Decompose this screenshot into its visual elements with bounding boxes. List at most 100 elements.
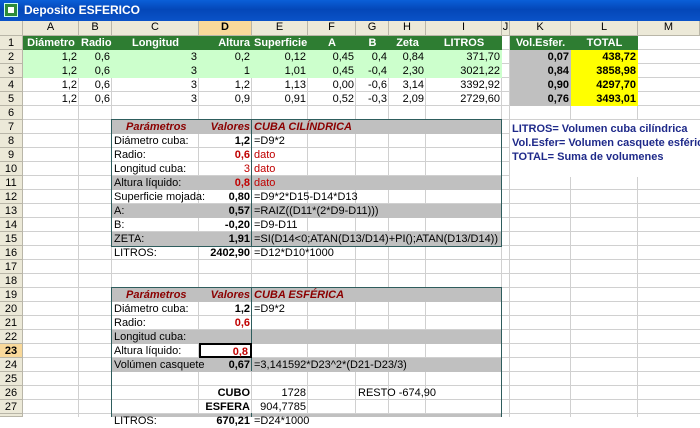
- cell-f3[interactable]: 0,45: [332, 65, 354, 77]
- cell-e2[interactable]: 0,12: [284, 51, 306, 63]
- row-header[interactable]: 6: [0, 106, 23, 120]
- row-header[interactable]: 4: [0, 78, 23, 92]
- cyl-formula[interactable]: =D9*2: [254, 135, 285, 147]
- window-titlebar[interactable]: Deposito ESFERICO: [0, 0, 700, 21]
- cyl-value[interactable]: 0,80: [228, 191, 250, 203]
- cell-l2[interactable]: 438,72: [602, 51, 636, 63]
- cell-b5[interactable]: 0,6: [94, 93, 110, 105]
- row-header[interactable]: 10: [0, 162, 23, 176]
- cell-l5[interactable]: 3493,01: [596, 93, 636, 105]
- cyl-param[interactable]: Superficie mojada:: [114, 191, 206, 203]
- resto-value[interactable]: -674,90: [398, 387, 436, 399]
- cell-c3[interactable]: 3: [190, 65, 197, 77]
- cell-i3[interactable]: 3021,22: [460, 65, 500, 77]
- row-header[interactable]: 18: [0, 274, 23, 288]
- legend-total[interactable]: TOTAL= Suma de volumenes: [512, 151, 664, 163]
- cell-h3[interactable]: 2,30: [402, 65, 424, 77]
- row-header[interactable]: 26: [0, 386, 23, 400]
- column-header-c[interactable]: C: [112, 21, 199, 36]
- cell-e4[interactable]: 1,13: [284, 79, 306, 91]
- row-header[interactable]: 3: [0, 64, 23, 78]
- cell-g5[interactable]: -0,3: [368, 93, 387, 105]
- spreadsheet-grid[interactable]: A B C D E F G H I J K L M 1 2 3 4 5 6 7 …: [0, 21, 700, 427]
- sph-param[interactable]: LITROS:: [114, 415, 157, 427]
- cell-a4[interactable]: 1,2: [61, 79, 77, 91]
- sph-param[interactable]: Longitud cuba:: [114, 331, 187, 343]
- cell-a5[interactable]: 1,2: [61, 93, 77, 105]
- cyl-formula[interactable]: =D9-D11: [254, 219, 298, 231]
- cyl-value[interactable]: -0,20: [224, 219, 250, 231]
- cell-i4[interactable]: 3392,92: [460, 79, 500, 91]
- cyl-param[interactable]: ZETA:: [114, 233, 145, 245]
- sph-header-title[interactable]: CUBA ESFÉRICA: [254, 289, 345, 301]
- row-header[interactable]: 24: [0, 358, 23, 372]
- header-altura[interactable]: Altura: [218, 37, 250, 49]
- cyl-value[interactable]: 0,8: [234, 177, 250, 189]
- sph-value[interactable]: 0,6: [234, 317, 250, 329]
- esfera-label[interactable]: ESFERA: [205, 401, 250, 413]
- row-header[interactable]: 9: [0, 148, 23, 162]
- cell-e3[interactable]: 1,01: [284, 65, 306, 77]
- cell-d5[interactable]: 0,9: [234, 93, 250, 105]
- cyl-param[interactable]: Altura líquido:: [114, 177, 182, 189]
- cubo-value[interactable]: 1728: [281, 387, 306, 399]
- cell-h2[interactable]: 0,84: [402, 51, 424, 63]
- row-header[interactable]: 27: [0, 400, 23, 414]
- cyl-header-title[interactable]: CUBA CILÍNDRICA: [254, 121, 352, 133]
- cyl-param[interactable]: Diámetro cuba:: [114, 135, 189, 147]
- row-header[interactable]: 1: [0, 36, 23, 50]
- cell-c2[interactable]: 3: [190, 51, 197, 63]
- cyl-param[interactable]: Longitud cuba:: [114, 163, 187, 175]
- column-header-i[interactable]: I: [426, 21, 502, 36]
- cubo-label[interactable]: CUBO: [217, 387, 250, 399]
- row-header[interactable]: 25: [0, 372, 23, 386]
- cyl-value[interactable]: 2402,90: [210, 247, 250, 259]
- active-cell-d23[interactable]: 0,8: [199, 343, 252, 358]
- sph-header-parametros[interactable]: Parámetros: [126, 289, 187, 301]
- cyl-formula[interactable]: dato: [254, 149, 276, 161]
- cyl-value[interactable]: 1,91: [228, 233, 250, 245]
- row-header[interactable]: 11: [0, 176, 23, 190]
- row-header[interactable]: 19: [0, 288, 23, 302]
- legend-vol-esfer[interactable]: Vol.Esfer= Volumen casquete esférico: [512, 137, 700, 149]
- sph-formula[interactable]: =D9*2: [254, 303, 285, 315]
- cyl-value[interactable]: 1,2: [234, 135, 250, 147]
- cyl-formula[interactable]: =SI(D14<0;ATAN(D13/D14)+PI();ATAN(D13/D1…: [254, 233, 499, 245]
- header-total[interactable]: TOTAL: [586, 37, 623, 49]
- row-header[interactable]: 12: [0, 190, 23, 204]
- sph-value[interactable]: 670,21: [216, 415, 250, 427]
- cell-k5[interactable]: 0,76: [547, 93, 569, 105]
- cell-g3[interactable]: -0,4: [368, 65, 387, 77]
- resto-label[interactable]: RESTO: [358, 387, 396, 399]
- column-header-b[interactable]: B: [79, 21, 112, 36]
- sph-param[interactable]: Volúmen casquete: [114, 359, 205, 371]
- legend-litros[interactable]: LITROS= Volumen cuba cilíndrica: [512, 123, 688, 135]
- cell-f5[interactable]: 0,52: [332, 93, 354, 105]
- row-header[interactable]: 2: [0, 50, 23, 64]
- row-header-selected[interactable]: 23: [0, 344, 23, 358]
- cyl-header-valores[interactable]: Valores: [210, 121, 250, 133]
- header-a[interactable]: A: [328, 37, 336, 49]
- cell-k2[interactable]: 0,07: [547, 51, 569, 63]
- row-header[interactable]: 15: [0, 232, 23, 246]
- cell-l4[interactable]: 4297,70: [596, 79, 636, 91]
- header-zeta[interactable]: Zeta: [396, 37, 419, 49]
- cell-l3[interactable]: 3858,98: [596, 65, 636, 77]
- cell-i2[interactable]: 371,70: [466, 51, 500, 63]
- cyl-value[interactable]: 3: [243, 163, 250, 175]
- cell-c5[interactable]: 3: [190, 93, 197, 105]
- column-header-h[interactable]: H: [389, 21, 426, 36]
- sph-formula[interactable]: =3,141592*D23^2*(D21-D23/3): [254, 359, 407, 371]
- cell-b3[interactable]: 0,6: [94, 65, 110, 77]
- cyl-value[interactable]: 0,57: [228, 205, 250, 217]
- cell-d3[interactable]: 1: [243, 65, 250, 77]
- row-header[interactable]: 7: [0, 120, 23, 134]
- cyl-formula[interactable]: =RAIZ((D11*(2*D9-D11))): [254, 205, 379, 217]
- header-b[interactable]: B: [368, 37, 377, 49]
- column-header-j[interactable]: J: [502, 21, 510, 36]
- cyl-formula[interactable]: dato: [254, 177, 276, 189]
- cell-h4[interactable]: 3,14: [402, 79, 424, 91]
- cyl-formula[interactable]: dato: [254, 163, 276, 175]
- cell-i5[interactable]: 2729,60: [460, 93, 500, 105]
- header-litros[interactable]: LITROS: [443, 37, 485, 49]
